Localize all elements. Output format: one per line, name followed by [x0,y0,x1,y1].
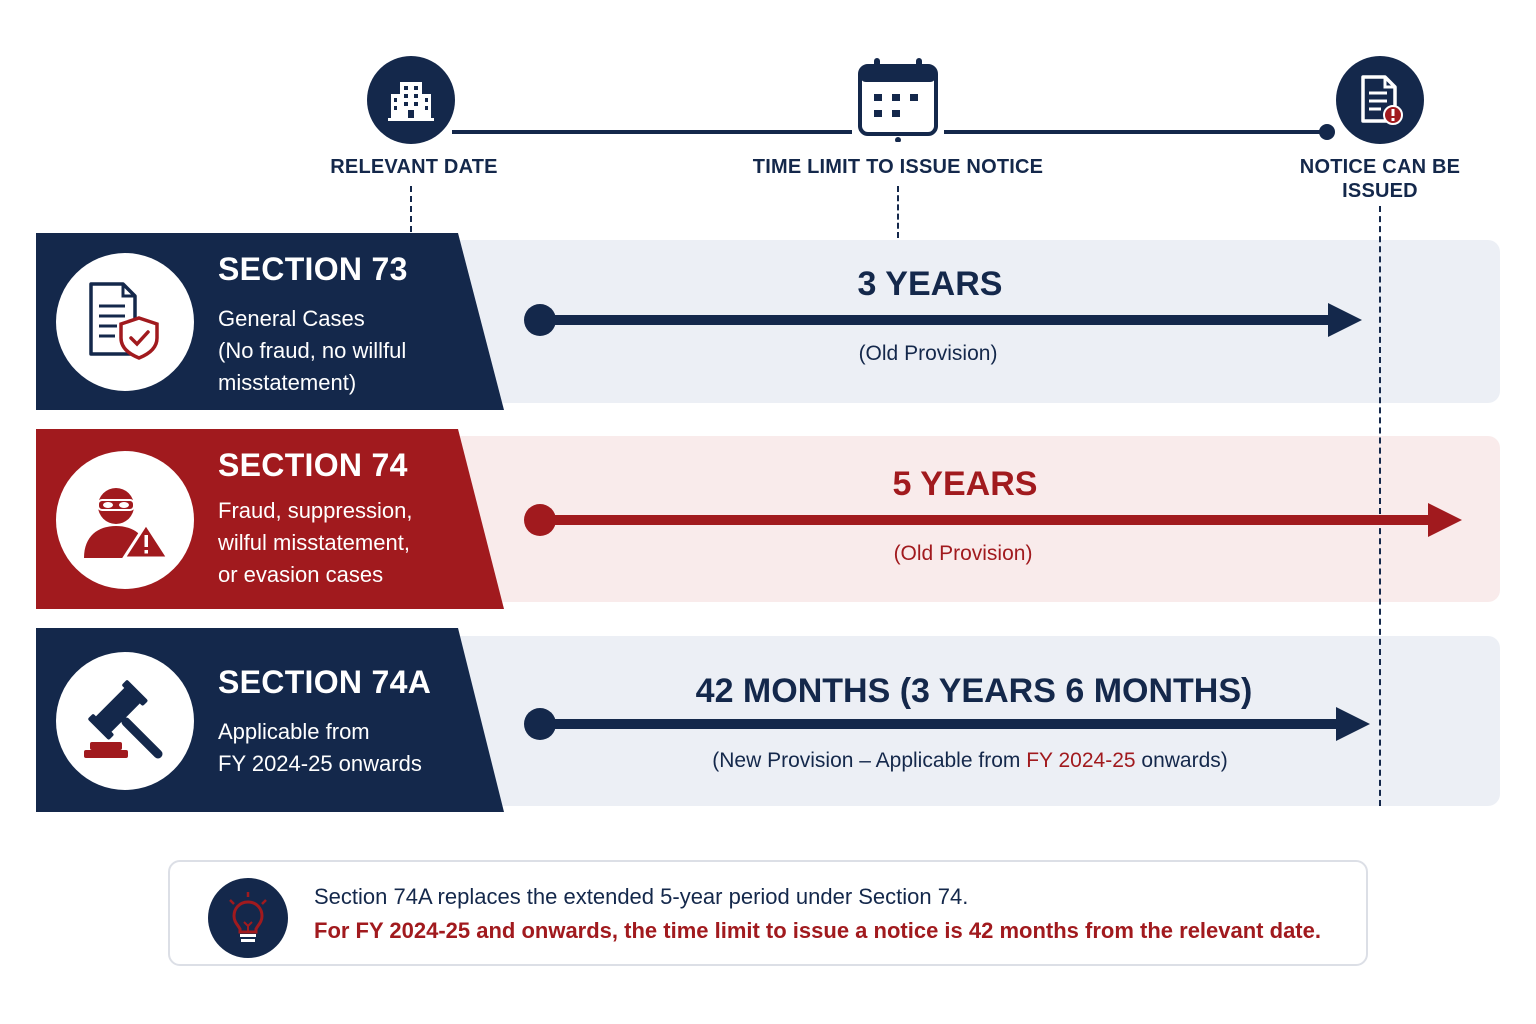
timeline-line-left [452,130,852,134]
section-73-desc-line: misstatement) [218,370,357,395]
building-icon [367,56,455,144]
section-74-duration: 5 YEARS [892,465,1038,503]
time-limit-label: TIME LIMIT TO ISSUE NOTICE [752,156,1044,178]
section-73-provision: (Old Provision) [858,342,998,365]
section-74-provision: (Old Provision) [893,542,1033,565]
note-text-line1: Section 74A replaces the extended 5-year… [314,884,969,909]
section-74-title: SECTION 74 [218,447,408,483]
document-alert-icon [1336,56,1424,144]
section-74a-provision: (New Provision – Applicable from FY 2024… [610,749,1330,773]
section-74-desc-line: or evasion cases [218,562,384,587]
timeline-end-dot [1319,124,1335,140]
notice-issued-dashed-line [1379,206,1381,806]
section-74a-provision-highlight: FY 2024-25 [1026,749,1136,772]
gavel-icon [56,652,194,790]
relevant-date-label: RELEVANT DATE [330,156,498,178]
calendar-icon [856,56,940,143]
document-shield-icon [56,253,194,391]
section-74a-duration: 42 MONTHS (3 YEARS 6 MONTHS) [695,672,1253,710]
section-74-period-arrow [524,503,1462,537]
section-73-desc-line: General Cases [218,306,365,331]
section-73-panel: SECTION 73 General Cases (No fraud, no w… [36,233,504,410]
section-74a-desc-line: Applicable from [218,719,370,744]
section-74a-desc-line: FY 2024-25 onwards [218,751,422,776]
relevant-date-dashed-line [410,186,412,232]
masked-person-warning-icon [56,451,194,589]
notice-issued-label-line2: ISSUED [1342,180,1418,202]
section-74a-provision-text-end: onwards) [1135,749,1228,772]
section-74-panel: SECTION 74 Fraud, suppression, wilful mi… [36,429,504,609]
section-74-description: Fraud, suppression, wilful misstatement,… [218,495,412,591]
note-text-line2: For FY 2024-25 and onwards, the time lim… [314,918,1321,943]
section-74a-description: Applicable from FY 2024-25 onwards [218,716,422,780]
notice-issued-label-line1: NOTICE CAN BE [1299,156,1461,178]
section-74a-period-arrow [524,707,1370,741]
section-74a-provision-text: (New Provision – Applicable from [712,749,1027,772]
timeline-line-right [944,130,1326,134]
section-73-desc-line: (No fraud, no willful [218,338,407,363]
note-box: Section 74A replaces the extended 5-year… [168,860,1368,966]
section-74a-title: SECTION 74A [218,664,432,700]
section-74-desc-line: wilful misstatement, [218,530,410,555]
section-73-description: General Cases (No fraud, no willful miss… [218,303,406,399]
section-73-duration: 3 YEARS [857,265,1003,303]
section-73-period-arrow [524,303,1362,337]
time-limit-dashed-line [897,186,899,238]
section-73-title: SECTION 73 [218,251,408,287]
notice-issued-label: NOTICE CAN BE ISSUED [1280,155,1480,203]
section-74a-panel: SECTION 74A Applicable from FY 2024-25 o… [36,628,504,812]
section-74-desc-line: Fraud, suppression, [218,498,413,523]
lightbulb-icon [208,878,288,958]
